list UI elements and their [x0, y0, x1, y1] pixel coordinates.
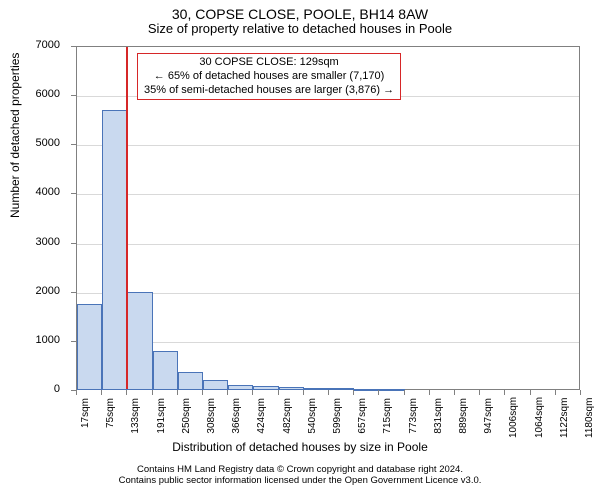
- x-tick-mark: [177, 390, 178, 395]
- x-tick-mark: [504, 390, 505, 395]
- x-tick-mark: [580, 390, 581, 395]
- x-tick-mark: [227, 390, 228, 395]
- x-tick-mark: [76, 390, 77, 395]
- histogram-bar: [127, 292, 152, 390]
- histogram-bar: [329, 388, 354, 390]
- y-tick-mark: [71, 341, 76, 342]
- chart-title-address: 30, COPSE CLOSE, POOLE, BH14 8AW: [0, 0, 600, 22]
- x-tick-mark: [530, 390, 531, 395]
- chart-footer: Contains HM Land Registry data © Crown c…: [0, 464, 600, 487]
- x-tick-mark: [152, 390, 153, 395]
- x-tick-mark: [454, 390, 455, 395]
- x-tick-label: 715sqm: [382, 398, 393, 438]
- histogram-bar: [279, 387, 304, 390]
- x-tick-label: 366sqm: [231, 398, 242, 438]
- x-tick-mark: [303, 390, 304, 395]
- x-tick-label: 1006sqm: [508, 398, 519, 438]
- chart-title-subtitle: Size of property relative to detached ho…: [0, 22, 600, 37]
- histogram-bar: [354, 389, 379, 391]
- x-tick-label: 831sqm: [433, 398, 444, 438]
- x-tick-mark: [252, 390, 253, 395]
- annotation-box: 30 COPSE CLOSE: 129sqm← 65% of detached …: [137, 53, 401, 100]
- x-tick-label: 424sqm: [256, 398, 267, 438]
- x-tick-label: 599sqm: [332, 398, 343, 438]
- x-tick-label: 1064sqm: [534, 398, 545, 438]
- x-tick-mark: [555, 390, 556, 395]
- annotation-line: 30 COPSE CLOSE: 129sqm: [144, 56, 394, 70]
- y-tick-mark: [71, 144, 76, 145]
- x-tick-mark: [202, 390, 203, 395]
- footer-line-1: Contains HM Land Registry data © Crown c…: [0, 464, 600, 475]
- gridline-h: [77, 244, 579, 245]
- histogram-bar: [153, 351, 178, 390]
- x-tick-mark: [404, 390, 405, 395]
- annotation-line: 35% of semi-detached houses are larger (…: [144, 84, 394, 98]
- footer-line-2: Contains public sector information licen…: [0, 475, 600, 486]
- histogram-bar: [379, 389, 404, 391]
- x-tick-mark: [101, 390, 102, 395]
- x-tick-mark: [378, 390, 379, 395]
- y-tick-mark: [71, 95, 76, 96]
- y-tick-mark: [71, 193, 76, 194]
- x-tick-mark: [126, 390, 127, 395]
- x-tick-mark: [429, 390, 430, 395]
- y-tick-label: 0: [0, 383, 60, 395]
- y-tick-label: 2000: [0, 285, 60, 297]
- x-tick-label: 889sqm: [458, 398, 469, 438]
- x-tick-label: 1122sqm: [559, 398, 570, 438]
- x-tick-label: 773sqm: [408, 398, 419, 438]
- x-tick-mark: [479, 390, 480, 395]
- chart-plot-area: 30 COPSE CLOSE: 129sqm← 65% of detached …: [76, 46, 580, 390]
- x-tick-label: 17sqm: [80, 398, 91, 438]
- x-axis-label: Distribution of detached houses by size …: [0, 440, 600, 454]
- histogram-bar: [253, 386, 278, 390]
- y-tick-label: 4000: [0, 186, 60, 198]
- y-tick-label: 5000: [0, 137, 60, 149]
- x-tick-label: 1180sqm: [584, 398, 595, 438]
- y-tick-mark: [71, 46, 76, 47]
- x-tick-label: 191sqm: [156, 398, 167, 438]
- x-tick-label: 75sqm: [105, 398, 116, 438]
- x-tick-label: 308sqm: [206, 398, 217, 438]
- x-tick-label: 250sqm: [181, 398, 192, 438]
- x-tick-label: 133sqm: [130, 398, 141, 438]
- histogram-bar: [203, 380, 228, 390]
- gridline-h: [77, 194, 579, 195]
- histogram-bar: [228, 385, 253, 390]
- histogram-bar: [304, 388, 329, 390]
- x-tick-mark: [353, 390, 354, 395]
- x-tick-label: 657sqm: [357, 398, 368, 438]
- x-tick-label: 540sqm: [307, 398, 318, 438]
- y-tick-label: 3000: [0, 236, 60, 248]
- gridline-h: [77, 145, 579, 146]
- x-tick-mark: [328, 390, 329, 395]
- histogram-bar: [77, 304, 102, 390]
- y-tick-mark: [71, 292, 76, 293]
- x-tick-mark: [278, 390, 279, 395]
- y-tick-mark: [71, 243, 76, 244]
- y-tick-label: 7000: [0, 39, 60, 51]
- y-tick-label: 6000: [0, 88, 60, 100]
- marker-line: [126, 47, 128, 389]
- annotation-line: ← 65% of detached houses are smaller (7,…: [144, 70, 394, 84]
- y-tick-label: 1000: [0, 334, 60, 346]
- histogram-bar: [102, 110, 127, 390]
- x-tick-label: 947sqm: [483, 398, 494, 438]
- histogram-bar: [178, 372, 203, 390]
- x-tick-label: 482sqm: [282, 398, 293, 438]
